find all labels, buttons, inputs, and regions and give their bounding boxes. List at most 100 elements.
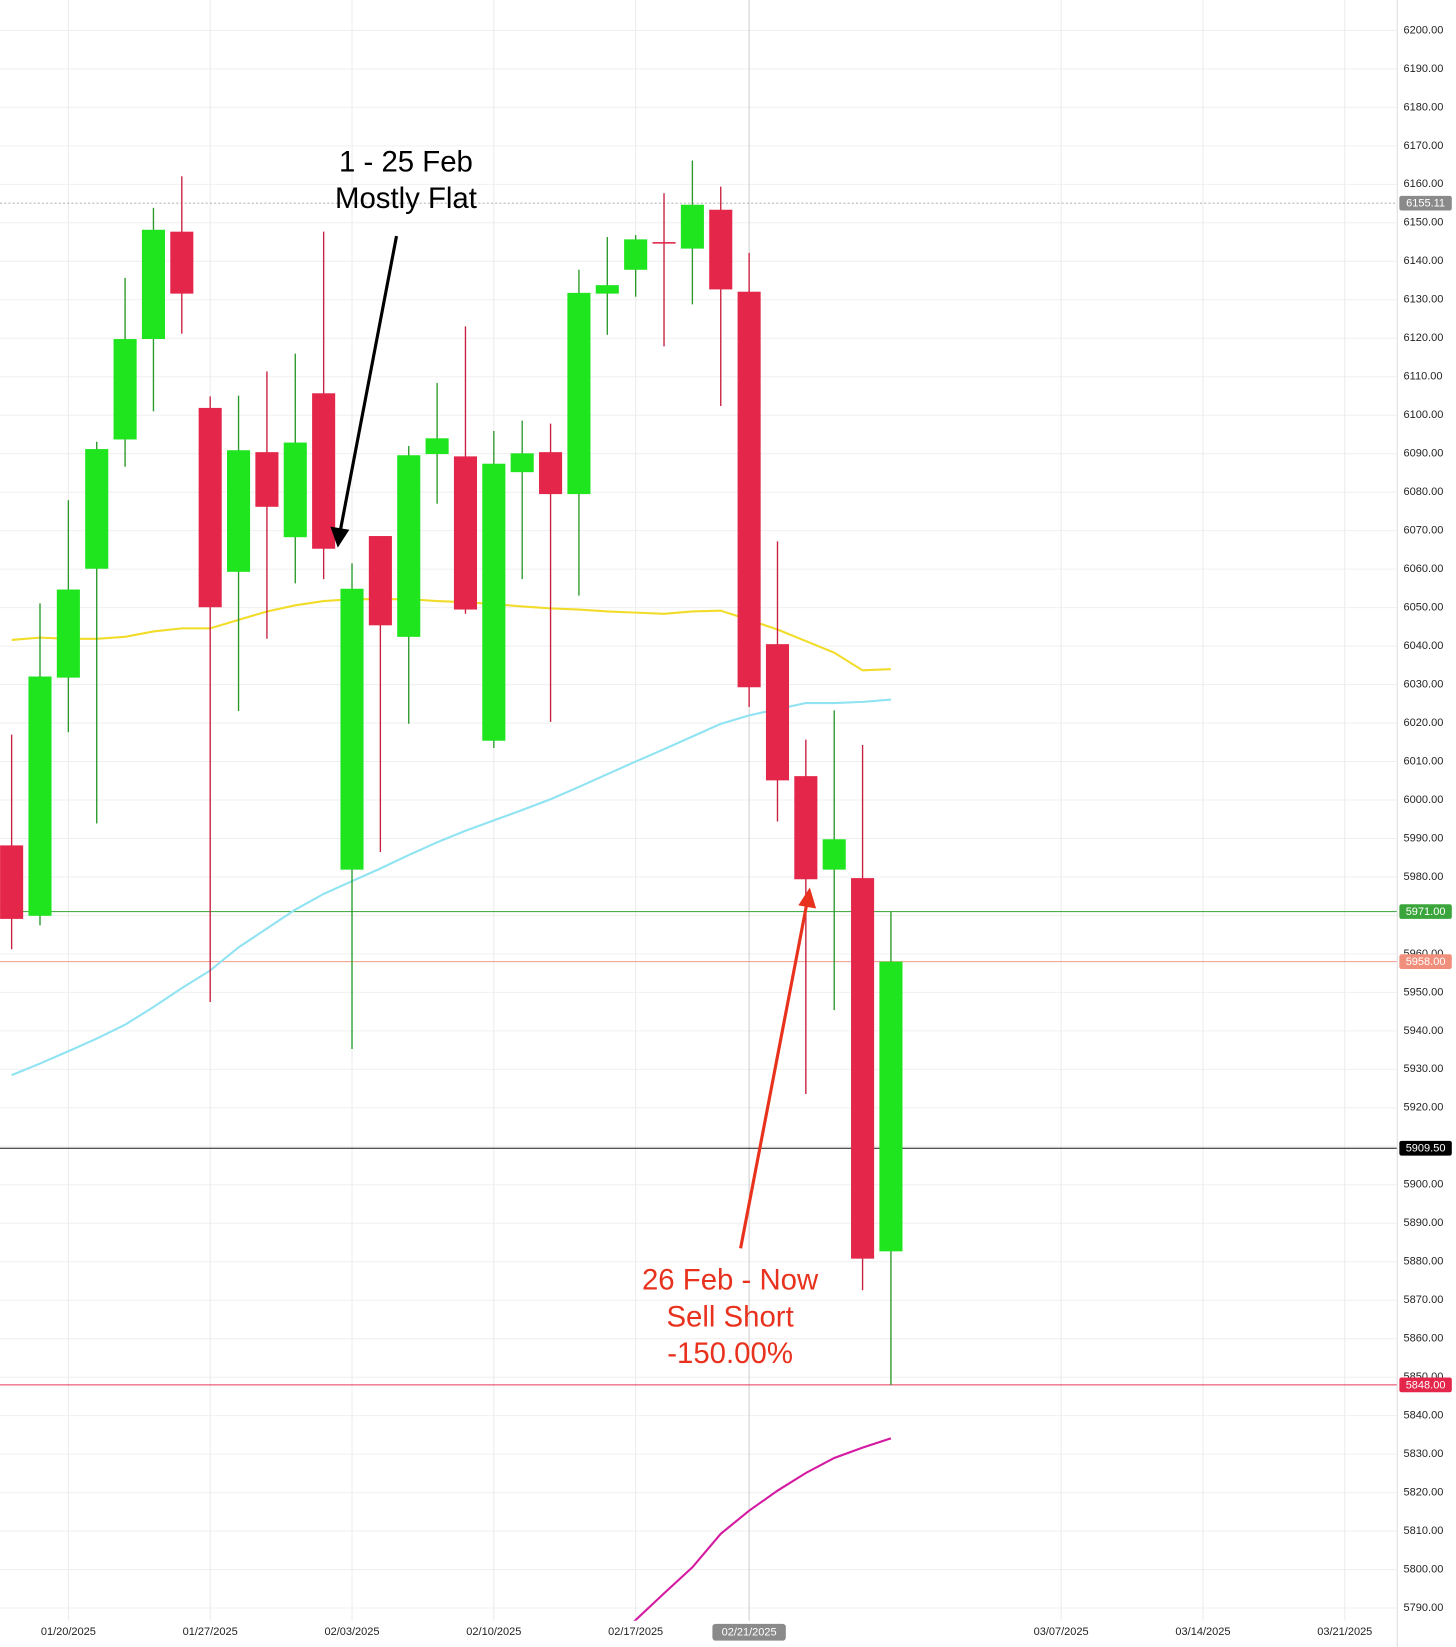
candle-body <box>765 644 790 781</box>
y-tick-label: 6080.00 <box>1404 486 1444 498</box>
moving-average-line <box>11 698 892 1077</box>
annotation-text: -150.00% <box>667 1337 793 1370</box>
candle-body <box>85 449 109 569</box>
y-tick-label: 6100.00 <box>1404 409 1444 421</box>
candle-body <box>624 239 648 270</box>
y-tick-label: 5870.00 <box>1404 1294 1444 1306</box>
y-tick-label: 5800.00 <box>1404 1563 1444 1575</box>
candle-body <box>539 452 563 495</box>
y-tick-label: 5840.00 <box>1404 1410 1444 1422</box>
candle-body <box>879 961 903 1252</box>
y-tick-label: 5940.00 <box>1404 1025 1444 1037</box>
y-tick-label: 5810.00 <box>1404 1525 1444 1537</box>
y-tick-label: 6150.00 <box>1404 217 1444 229</box>
candle-body <box>482 463 506 741</box>
candle-body <box>227 450 251 572</box>
candle-body <box>822 839 846 870</box>
x-tick-label: 02/10/2025 <box>466 1626 521 1638</box>
y-tick-label: 5790.00 <box>1404 1602 1444 1614</box>
candle-body <box>737 291 761 688</box>
price-tag <box>1399 1377 1452 1393</box>
candle-body <box>368 536 392 626</box>
candle-body <box>141 229 165 340</box>
candle-body <box>312 393 336 549</box>
y-tick-label: 5920.00 <box>1404 1102 1444 1114</box>
axes: 5790.00 5800.00 5810.00 5820.00 5830.00 5840.… <box>41 24 1452 1641</box>
crosshair-label: 02/21/2025 <box>722 1627 777 1639</box>
price-tag-label: 6155.11 <box>1406 198 1445 210</box>
candle-body <box>283 442 307 538</box>
y-tick-label: 6050.00 <box>1404 602 1444 614</box>
price-tag-label: 5971.00 <box>1406 906 1446 918</box>
price-tag <box>1399 904 1452 919</box>
y-tick-label: 6190.00 <box>1404 63 1444 75</box>
candle-body <box>198 407 222 608</box>
price-tag-label: 5958.00 <box>1406 956 1446 968</box>
y-tick-label: 5830.00 <box>1404 1448 1444 1460</box>
candle-body <box>680 204 704 249</box>
y-tick-label: 5890.00 <box>1404 1217 1444 1229</box>
y-tick-label: 5990.00 <box>1404 832 1444 844</box>
x-tick-label: 03/21/2025 <box>1317 1626 1372 1638</box>
y-tick-label: 6090.00 <box>1404 448 1444 460</box>
x-tick-label: 03/07/2025 <box>1034 1626 1089 1638</box>
price-tag <box>1399 1140 1452 1156</box>
y-tick-label: 6070.00 <box>1404 525 1444 537</box>
candle-body <box>56 589 80 678</box>
y-tick-label: 5820.00 <box>1404 1487 1444 1499</box>
price-tag <box>1399 195 1452 211</box>
x-tick-label: 01/20/2025 <box>41 1626 96 1638</box>
y-tick-label: 5860.00 <box>1404 1333 1444 1345</box>
arrow <box>739 903 809 1249</box>
price-tag <box>1399 954 1452 969</box>
candle-body <box>425 438 449 455</box>
y-tick-label: 6130.00 <box>1404 294 1444 306</box>
candle-body <box>510 453 534 473</box>
plot-area <box>0 160 903 1621</box>
annotation-text: Mostly Flat <box>335 182 477 215</box>
candle-body <box>652 242 676 244</box>
y-tick-label: 6030.00 <box>1404 678 1444 690</box>
candle-body <box>340 588 364 870</box>
grid <box>0 0 1398 1621</box>
annotation-text: 1 - 25 Feb <box>339 145 473 178</box>
y-tick-label: 6010.00 <box>1404 755 1444 767</box>
candle-body <box>794 776 818 880</box>
y-tick-label: 6110.00 <box>1404 371 1443 383</box>
y-tick-label: 5950.00 <box>1404 986 1444 998</box>
candle-body <box>170 231 194 294</box>
y-tick-label: 6000.00 <box>1404 794 1444 806</box>
crosshair-tag <box>712 1623 786 1641</box>
y-tick-label: 5930.00 <box>1404 1063 1444 1075</box>
price-tag-label: 5848.00 <box>1406 1379 1446 1391</box>
annotation-text: Sell Short <box>666 1300 793 1333</box>
y-tick-label: 6040.00 <box>1404 640 1444 652</box>
x-tick-label: 03/14/2025 <box>1175 1626 1230 1638</box>
y-tick-label: 6180.00 <box>1404 101 1444 113</box>
y-tick-label: 6160.00 <box>1404 178 1444 190</box>
arrow-head <box>798 887 817 909</box>
y-tick-label: 6140.00 <box>1404 255 1444 267</box>
x-tick-label: 02/03/2025 <box>324 1626 379 1638</box>
y-tick-label: 6200.00 <box>1404 24 1444 36</box>
price-tag-label: 5909.50 <box>1406 1143 1446 1155</box>
x-tick-label: 01/27/2025 <box>183 1626 238 1638</box>
y-tick-label: 6170.00 <box>1404 140 1444 152</box>
candle-body <box>709 209 733 290</box>
moving-average-line <box>633 1437 892 1621</box>
y-tick-label: 5980.00 <box>1404 871 1444 883</box>
x-tick-label: 02/17/2025 <box>608 1626 663 1638</box>
y-tick-label: 5880.00 <box>1404 1256 1444 1268</box>
candle-body <box>453 456 478 610</box>
candle-body <box>595 285 619 294</box>
candle-body <box>28 676 52 916</box>
y-tick-label: 6120.00 <box>1404 332 1444 344</box>
y-tick-label: 6060.00 <box>1404 563 1444 575</box>
candle-body <box>567 292 591 495</box>
candle-body <box>0 845 24 919</box>
candle-body <box>113 339 137 440</box>
y-tick-label: 5900.00 <box>1404 1179 1444 1191</box>
